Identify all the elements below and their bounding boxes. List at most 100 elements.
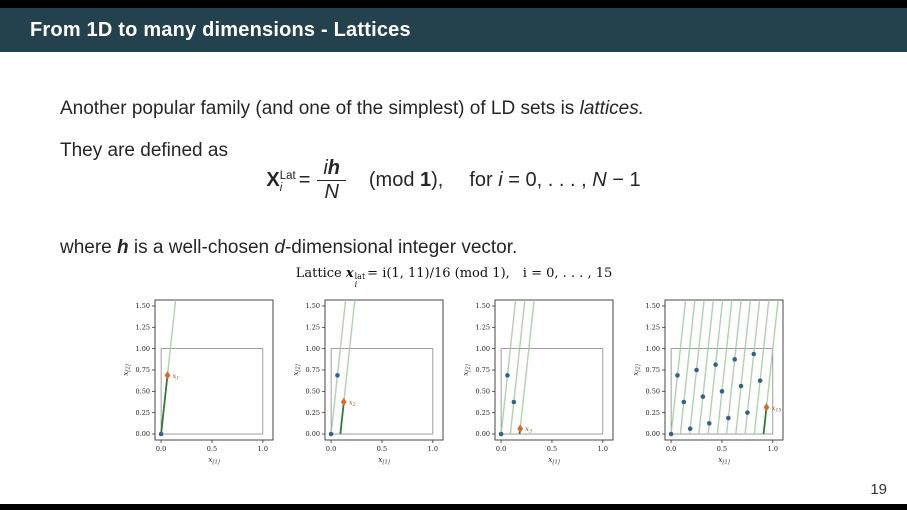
for-range: = 0, . . . , bbox=[502, 168, 593, 191]
line3-tail: -dimensional integer vector. bbox=[284, 237, 518, 258]
svg-text:0.75: 0.75 bbox=[646, 366, 660, 374]
axes: 0.0 0.5 1.0 0.00 0.25 0.50 0.75 1.00 1.25 1.50 x[1… bbox=[631, 299, 784, 466]
svg-text:1.25: 1.25 bbox=[136, 324, 150, 332]
highlight-point: x15 bbox=[763, 403, 781, 414]
page-number: 19 bbox=[870, 481, 887, 498]
svg-text:0.5: 0.5 bbox=[207, 445, 217, 453]
mod-close: ), bbox=[431, 168, 444, 191]
svg-text:1.00: 1.00 bbox=[476, 345, 490, 353]
lattice-subplot-4: 0.0 0.5 1.0 0.00 0.25 0.50 0.75 1.00 1.25 1.50 x[1… bbox=[631, 299, 784, 466]
frame-title: From 1D to many dimensions - Lattices bbox=[30, 18, 411, 41]
formula-sup: Lat bbox=[279, 169, 296, 182]
y-axis-label: x[2] bbox=[291, 363, 302, 376]
body-line-2: They are defined as bbox=[60, 140, 228, 161]
svg-text:0.50: 0.50 bbox=[646, 388, 660, 396]
fig-title-tail: i = 0, . . . , 15 bbox=[509, 266, 613, 281]
mod-one: 1 bbox=[420, 168, 432, 191]
svg-text:1.50: 1.50 bbox=[306, 302, 320, 310]
x-axis-label: x[1] bbox=[208, 455, 221, 466]
lattice-points bbox=[668, 351, 763, 437]
fig-title-var: x bbox=[345, 266, 354, 281]
svg-text:0.00: 0.00 bbox=[136, 430, 150, 438]
line3-mid: is a well-chosen bbox=[128, 237, 275, 258]
svg-text:1.00: 1.00 bbox=[306, 345, 320, 353]
y-axis-label: x[2] bbox=[631, 363, 642, 376]
svg-text:0.25: 0.25 bbox=[476, 409, 490, 417]
svg-text:0.0: 0.0 bbox=[156, 445, 166, 453]
ray-lines bbox=[330, 300, 356, 435]
svg-text:0.25: 0.25 bbox=[136, 409, 150, 417]
line1-text: Another popular family (and one of the s… bbox=[60, 98, 580, 119]
highlight-point: x1 bbox=[164, 371, 179, 382]
svg-text:0.50: 0.50 bbox=[136, 388, 150, 396]
fig-title-sub: i bbox=[354, 280, 358, 290]
axes: 0.0 0.5 1.0 0.00 0.25 0.50 0.75 1.00 1.25 1.50 x[1… bbox=[291, 299, 444, 466]
formula-equals: = bbox=[298, 168, 311, 191]
highlight-point: x3 bbox=[517, 424, 532, 435]
svg-text:1.25: 1.25 bbox=[306, 324, 320, 332]
svg-text:0.5: 0.5 bbox=[717, 445, 727, 453]
highlight-label: x15 bbox=[771, 404, 781, 414]
svg-text:1.25: 1.25 bbox=[476, 324, 490, 332]
y-axis-label: x[2] bbox=[461, 363, 472, 376]
formula-supsub: Lat i bbox=[280, 170, 296, 194]
lattice-points bbox=[498, 373, 517, 437]
for-N: N bbox=[592, 168, 607, 191]
svg-text:1.00: 1.00 bbox=[136, 345, 150, 353]
svg-text:0.50: 0.50 bbox=[306, 388, 320, 396]
x-axis-label: x[1] bbox=[718, 455, 731, 466]
x-axis-label: x[1] bbox=[378, 455, 391, 466]
svg-text:1.0: 1.0 bbox=[768, 445, 778, 453]
svg-text:0.00: 0.00 bbox=[646, 430, 660, 438]
figure-title: Lattice x lat i = i(1, 11)/16 (mod 1), i = … bbox=[114, 266, 794, 290]
svg-text:1.0: 1.0 bbox=[258, 445, 268, 453]
svg-text:1.0: 1.0 bbox=[598, 445, 608, 453]
line3-d: d bbox=[274, 237, 285, 258]
x-axis-label: x[1] bbox=[548, 455, 561, 466]
lattice-subplot-1: 0.0 0.5 1.0 0.00 0.25 0.50 0.75 1.00 1.25 1.50 x[1… bbox=[121, 299, 274, 466]
body-line-3: where h is a well-chosen d-dimensional i… bbox=[60, 237, 517, 259]
figure-plots: 0.0 0.5 1.0 0.00 0.25 0.50 0.75 1.00 1.25 1.50 x[1… bbox=[114, 290, 794, 472]
svg-text:0.50: 0.50 bbox=[476, 388, 490, 396]
svg-text:0.00: 0.00 bbox=[306, 430, 320, 438]
lattice-points bbox=[328, 373, 340, 437]
svg-text:0.75: 0.75 bbox=[476, 366, 490, 374]
for-minus-one: − 1 bbox=[606, 168, 641, 191]
svg-text:1.50: 1.50 bbox=[476, 302, 490, 310]
svg-text:0.0: 0.0 bbox=[496, 445, 506, 453]
highlight-label: x1 bbox=[172, 372, 179, 382]
fig-title-supsub: lat i bbox=[354, 272, 366, 290]
formula-lhs: X bbox=[266, 168, 280, 191]
for-i: i bbox=[498, 168, 503, 191]
svg-text:1.50: 1.50 bbox=[646, 302, 660, 310]
svg-text:1.0: 1.0 bbox=[428, 445, 438, 453]
svg-text:0.5: 0.5 bbox=[377, 445, 387, 453]
axes: 0.0 0.5 1.0 0.00 0.25 0.50 0.75 1.00 1.25 1.50 x[1… bbox=[461, 299, 614, 466]
svg-text:0.00: 0.00 bbox=[476, 430, 490, 438]
frametitle-bar: From 1D to many dimensions - Lattices bbox=[0, 8, 907, 52]
fig-title-sup: lat bbox=[354, 272, 366, 281]
body-line-1: Another popular family (and one of the s… bbox=[60, 98, 644, 120]
axes: 0.0 0.5 1.0 0.00 0.25 0.50 0.75 1.00 1.25 1.50 x[1… bbox=[121, 299, 274, 466]
bottom-border bbox=[0, 504, 907, 510]
svg-text:0.75: 0.75 bbox=[136, 366, 150, 374]
lattice-formula: X Lat i = ih N (mod 1), for i = 0, . . . ,… bbox=[0, 150, 907, 210]
num-h: h bbox=[327, 156, 340, 179]
highlight-label: x3 bbox=[525, 425, 532, 435]
lattice-subplot-2: 0.0 0.5 1.0 0.00 0.25 0.50 0.75 1.00 1.25 1.50 x[1… bbox=[291, 299, 444, 466]
fraction-numerator: ih bbox=[319, 157, 344, 180]
line3-h: h bbox=[117, 237, 129, 258]
svg-text:0.0: 0.0 bbox=[666, 445, 676, 453]
ray-lines bbox=[670, 300, 779, 435]
y-axis-label: x[2] bbox=[121, 363, 132, 376]
line3-where: where bbox=[60, 237, 118, 258]
formula-sub: i bbox=[279, 182, 283, 194]
fig-title-prefix: Lattice bbox=[295, 266, 346, 281]
svg-text:1.00: 1.00 bbox=[646, 345, 660, 353]
lattice-subplot-3: 0.0 0.5 1.0 0.00 0.25 0.50 0.75 1.00 1.25 1.50 x[1… bbox=[461, 299, 614, 466]
lattice-points bbox=[158, 431, 164, 437]
lattice-figure: Lattice x lat i = i(1, 11)/16 (mod 1), i = … bbox=[114, 266, 794, 494]
svg-text:0.0: 0.0 bbox=[326, 445, 336, 453]
svg-text:0.25: 0.25 bbox=[306, 409, 320, 417]
